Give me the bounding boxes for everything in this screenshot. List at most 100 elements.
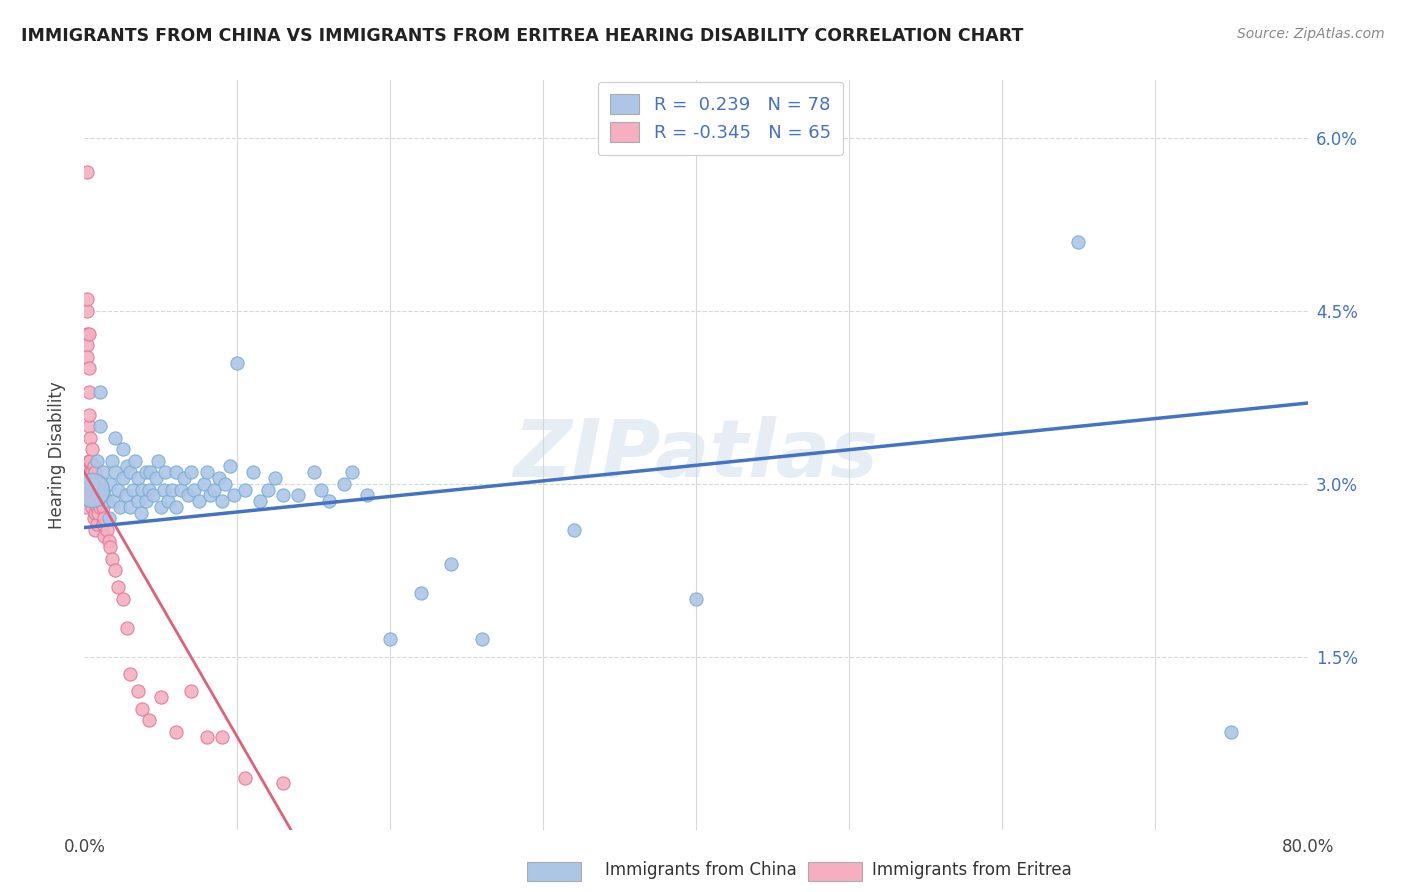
Point [177, 488, 200, 502]
Point [87, 506, 110, 520]
Point [104, 465, 127, 479]
Point [75, 500, 97, 514]
Point [271, 776, 294, 790]
Point [90, 494, 112, 508]
Point [84, 506, 107, 520]
Point [80, 465, 103, 479]
Point [226, 356, 249, 370]
Point [79, 431, 101, 445]
Point [122, 483, 145, 497]
Point [142, 488, 165, 502]
Point [146, 453, 169, 467]
Point [202, 483, 225, 497]
Point [356, 488, 378, 502]
Point [80, 483, 103, 497]
Point [129, 506, 152, 520]
Point [183, 483, 205, 497]
Point [170, 483, 193, 497]
Point [127, 494, 149, 508]
Text: Source: ZipAtlas.com: Source: ZipAtlas.com [1237, 27, 1385, 41]
Point [211, 731, 233, 745]
Text: IMMIGRANTS FROM CHINA VS IMMIGRANTS FROM ERITREA HEARING DISABILITY CORRELATION : IMMIGRANTS FROM CHINA VS IMMIGRANTS FROM… [21, 27, 1024, 45]
Point [287, 488, 309, 502]
Point [111, 592, 134, 607]
Point [155, 465, 177, 479]
Point [115, 459, 138, 474]
Point [77, 384, 100, 399]
Point [89, 384, 111, 399]
Point [84, 465, 107, 479]
Point [84, 523, 107, 537]
Point [111, 442, 134, 457]
Point [302, 465, 325, 479]
Point [91, 517, 114, 532]
Point [77, 419, 100, 434]
Point [165, 724, 187, 739]
Point [193, 476, 215, 491]
Point [76, 293, 98, 307]
Text: Immigrants from China: Immigrants from China [605, 861, 796, 879]
Point [211, 494, 233, 508]
Point [135, 465, 157, 479]
Point [89, 419, 111, 434]
Point [124, 453, 146, 467]
Point [80, 442, 103, 457]
Point [233, 771, 256, 785]
Point [120, 465, 142, 479]
Point [79, 465, 101, 479]
Point [195, 465, 218, 479]
Text: Immigrants from Eritrea: Immigrants from Eritrea [872, 861, 1071, 879]
Point [173, 471, 195, 485]
Point [87, 488, 110, 502]
Point [79, 453, 101, 467]
Point [103, 494, 125, 508]
Point [138, 713, 160, 727]
Point [86, 500, 108, 514]
Point [242, 465, 264, 479]
Point [165, 500, 187, 514]
Point [131, 701, 153, 715]
Point [409, 586, 432, 600]
Point [80, 500, 103, 514]
Point [101, 453, 124, 467]
Point [1220, 724, 1243, 739]
Point [115, 621, 138, 635]
Point [93, 488, 115, 502]
Point [160, 483, 183, 497]
Point [107, 483, 129, 497]
Point [131, 483, 153, 497]
Point [149, 500, 172, 514]
Point [333, 476, 356, 491]
Point [471, 632, 494, 647]
Point [98, 476, 121, 491]
Point [96, 494, 118, 508]
Point [77, 408, 100, 422]
Point [77, 326, 100, 341]
Point [76, 350, 98, 364]
Point [114, 488, 136, 502]
Point [380, 632, 402, 647]
Point [98, 540, 121, 554]
Point [249, 494, 271, 508]
Point [208, 471, 231, 485]
Legend: R =  0.239   N = 78, R = -0.345   N = 65: R = 0.239 N = 78, R = -0.345 N = 65 [598, 82, 844, 155]
Point [79, 494, 101, 508]
Point [79, 483, 101, 497]
Point [120, 500, 142, 514]
Point [264, 471, 287, 485]
Point [97, 534, 120, 549]
Point [111, 471, 134, 485]
Point [107, 581, 129, 595]
Point [108, 500, 131, 514]
Point [188, 494, 211, 508]
Point [80, 483, 103, 497]
Point [77, 453, 100, 467]
Point [91, 500, 114, 514]
Point [86, 453, 108, 467]
Point [218, 459, 240, 474]
Point [139, 465, 162, 479]
Point [145, 471, 167, 485]
Point [135, 494, 157, 508]
Point [93, 511, 115, 525]
Point [340, 465, 363, 479]
